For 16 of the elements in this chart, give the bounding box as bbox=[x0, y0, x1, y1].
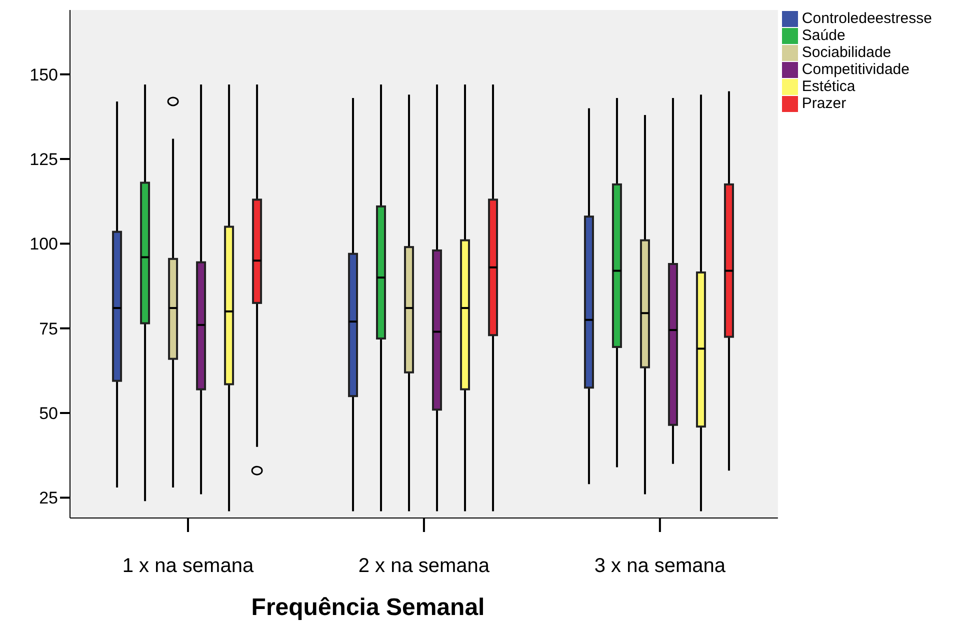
legend-label: Controledeestresse bbox=[802, 10, 932, 27]
legend-label: Saúde bbox=[802, 27, 846, 44]
y-tick-label: 50 bbox=[39, 404, 58, 424]
legend-label: Competitividade bbox=[802, 61, 910, 78]
legend-label: Prazer bbox=[802, 95, 846, 112]
y-tick-label: 150 bbox=[30, 65, 58, 84]
y-tick-label: 100 bbox=[30, 234, 58, 254]
x-axis-title: Frequência Semanal bbox=[250, 594, 486, 622]
x-tick-label: 3 x na semana bbox=[594, 555, 726, 578]
x-tick-label: 2 x na semana bbox=[358, 555, 490, 578]
y-tick-label: 75 bbox=[39, 319, 58, 338]
y-tick-label: 25 bbox=[39, 488, 58, 508]
y-tick-label: 125 bbox=[30, 150, 58, 170]
legend-label: Estética bbox=[802, 78, 856, 96]
x-tick-label: 1 x na semana bbox=[122, 555, 254, 578]
legend-label: Sociabilidade bbox=[802, 44, 892, 62]
